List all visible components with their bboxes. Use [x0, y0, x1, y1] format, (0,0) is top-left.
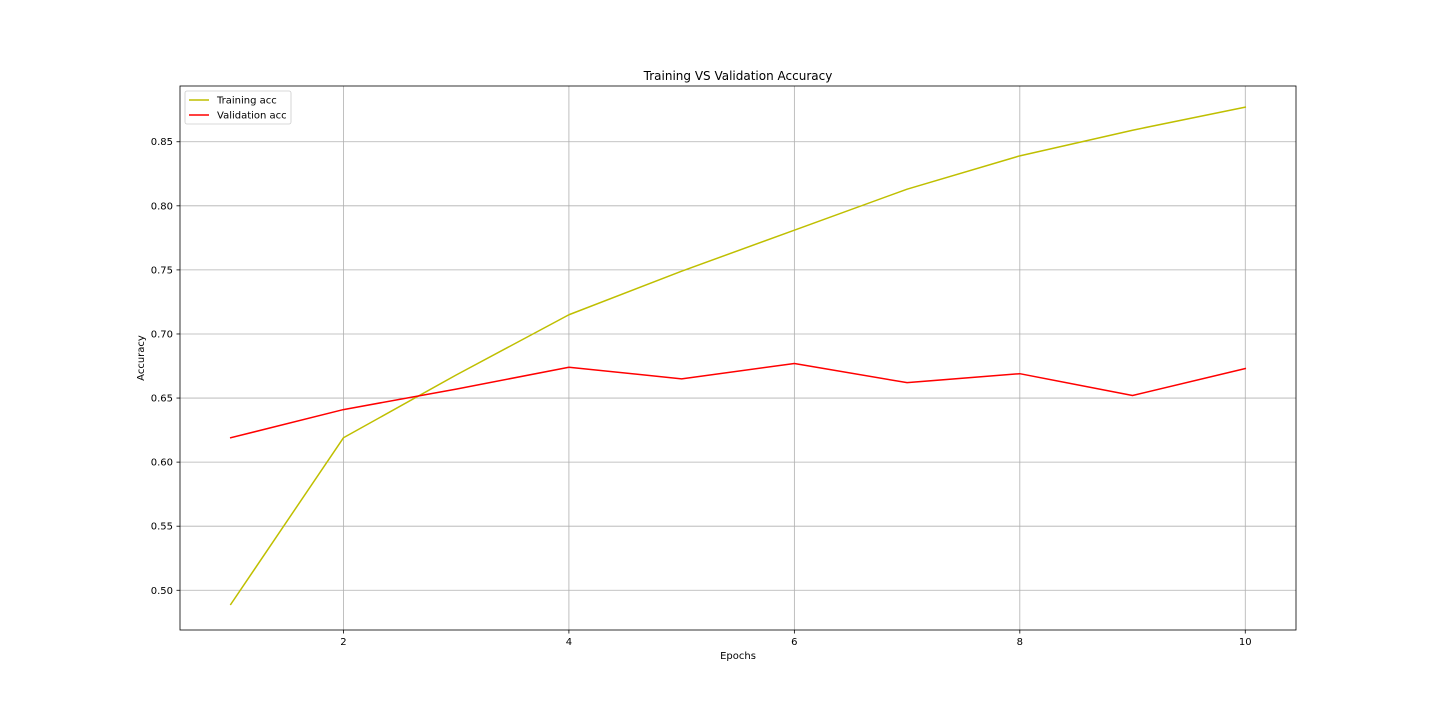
y-tick-label: 0.75: [151, 265, 173, 276]
y-axis-label: Accuracy: [136, 335, 147, 381]
x-tick-label: 6: [791, 637, 797, 648]
y-tick-label: 0.65: [151, 394, 173, 405]
y-tick-label: 0.85: [151, 137, 173, 148]
plot-area-frame: [179, 85, 1297, 631]
legend-label: Training acc: [216, 96, 277, 107]
y-tick-label: 0.70: [151, 329, 173, 340]
grid-lines: [180, 86, 1296, 630]
y-tick-label: 0.80: [151, 201, 173, 212]
series-lines: [229, 106, 1247, 606]
legend-label: Validation acc: [217, 111, 287, 122]
legend-box: [184, 90, 292, 125]
series-line-validation-acc: [229, 362, 1247, 439]
series-line-training-acc: [229, 106, 1247, 606]
x-tick-label: 4: [566, 637, 572, 648]
x-axis-label: Epochs: [720, 651, 756, 662]
y-tick-label: 0.55: [151, 522, 173, 533]
legend: Training acc Validation acc: [184, 90, 292, 125]
x-tick-label: 8: [1017, 637, 1023, 648]
x-tick-label: 10: [1239, 637, 1252, 648]
y-tick-label: 0.60: [151, 458, 173, 469]
chart-title: Training VS Validation Accuracy: [643, 69, 833, 83]
x-tick-label: 2: [340, 637, 346, 648]
y-tick-label: 0.50: [151, 586, 173, 597]
axis-ticks: 2 4 6 8 10 0.50 0.55 0.60 0.65 0.70 0.75 0.80 0.85: [151, 137, 1252, 648]
